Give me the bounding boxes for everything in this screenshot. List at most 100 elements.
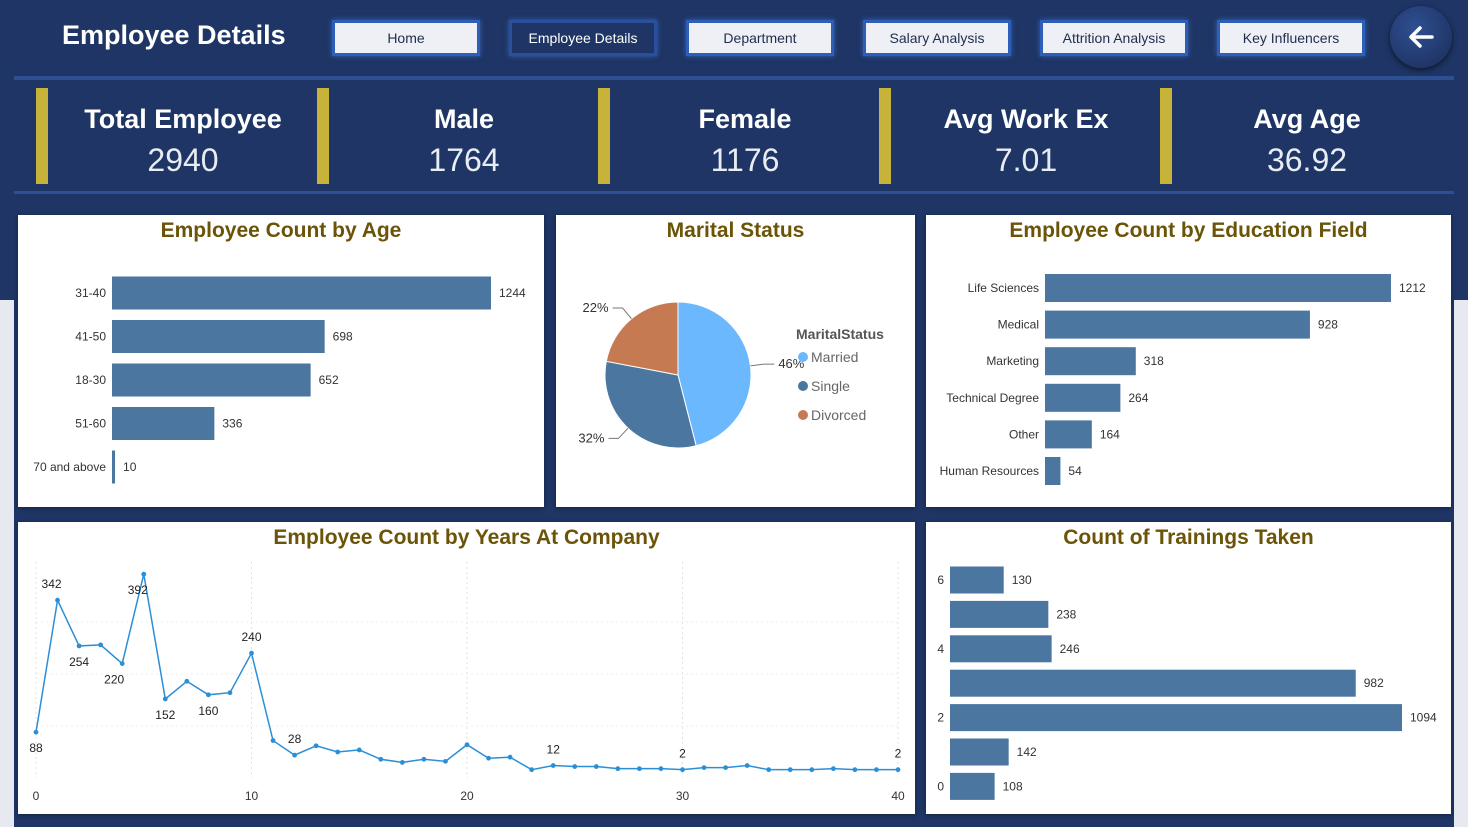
chart-title: Employee Count by Years At Company bbox=[273, 526, 660, 549]
data-point bbox=[55, 597, 60, 603]
bar bbox=[1045, 383, 1121, 412]
nav-home-button[interactable]: Home bbox=[332, 20, 480, 56]
data-point bbox=[421, 756, 427, 762]
back-button[interactable] bbox=[1390, 6, 1452, 68]
data-label: 238 bbox=[1056, 607, 1076, 621]
kpi-total-employee: Total Employee 2940 bbox=[36, 86, 306, 184]
data-label: 1094 bbox=[1410, 711, 1437, 725]
nav-employee-details-button[interactable]: Employee Details bbox=[509, 20, 657, 56]
data-point bbox=[766, 767, 772, 773]
data-label: 698 bbox=[333, 330, 353, 344]
pie-slice bbox=[604, 360, 697, 449]
kpi-label: Avg Work Ex bbox=[943, 104, 1109, 134]
years-at-company-panel: Employee Count by Years At Company 0 10 20… bbox=[18, 522, 915, 814]
category-label: 31-40 bbox=[75, 286, 106, 300]
data-point bbox=[486, 755, 491, 761]
data-point bbox=[335, 749, 341, 755]
category-label: Medical bbox=[998, 318, 1039, 332]
bar bbox=[1045, 310, 1310, 339]
bar bbox=[112, 407, 215, 440]
bar bbox=[950, 738, 1009, 766]
education-chart-panel: Employee Count by Education Field Life S… bbox=[926, 215, 1451, 507]
bar bbox=[950, 669, 1356, 697]
bar bbox=[112, 276, 491, 310]
category-label: 51-60 bbox=[75, 417, 106, 431]
legend-marker bbox=[798, 381, 808, 391]
nav-attrition-analysis-button[interactable]: Attrition Analysis bbox=[1040, 20, 1188, 56]
data-point bbox=[507, 754, 513, 760]
point-label: 12 bbox=[547, 743, 561, 757]
bar bbox=[112, 363, 311, 397]
bar bbox=[950, 566, 1004, 594]
kpi-avg-age: Avg Age 36.92 bbox=[1160, 86, 1430, 184]
nav-salary-analysis-button[interactable]: Salary Analysis bbox=[863, 20, 1011, 56]
kpi-accent-bar bbox=[598, 88, 610, 184]
point-label: 88 bbox=[29, 741, 43, 755]
bar bbox=[1045, 420, 1092, 449]
data-point bbox=[443, 758, 448, 764]
x-tick-label: 10 bbox=[245, 789, 259, 803]
kpi-accent-bar bbox=[36, 88, 48, 184]
kpi-accent-bar bbox=[317, 88, 329, 184]
kpi-label: Male bbox=[433, 104, 495, 134]
legend-label: Divorced bbox=[811, 407, 866, 423]
kpi-male: Male 1764 bbox=[317, 86, 587, 184]
data-point bbox=[787, 767, 793, 773]
data-label: 108 bbox=[1003, 779, 1023, 793]
category-label: 6 bbox=[937, 573, 944, 587]
data-point bbox=[33, 729, 39, 735]
point-label: 2 bbox=[679, 747, 686, 761]
kpi-accent-bar bbox=[879, 88, 891, 184]
bar bbox=[1045, 457, 1061, 485]
data-point bbox=[572, 764, 578, 769]
data-point bbox=[184, 678, 190, 684]
point-label: 2 bbox=[895, 747, 902, 761]
data-point bbox=[270, 738, 276, 743]
x-tick-label: 20 bbox=[460, 789, 474, 803]
trainings-bar-chart: 6 130 238 4 246 982 2 1094 142 0 108 bbox=[937, 566, 1437, 800]
legend-marker bbox=[798, 352, 808, 362]
data-point bbox=[356, 747, 362, 753]
data-point bbox=[744, 763, 750, 768]
data-point bbox=[895, 767, 901, 773]
data-label: 652 bbox=[319, 373, 339, 387]
data-point bbox=[292, 752, 297, 758]
data-label: 264 bbox=[1128, 391, 1148, 405]
chart-title: Marital Status bbox=[666, 219, 805, 242]
point-label: 28 bbox=[288, 732, 302, 746]
data-point bbox=[615, 766, 621, 772]
data-label: 318 bbox=[1144, 354, 1164, 368]
data-label: 246 bbox=[1060, 642, 1080, 656]
point-label: 240 bbox=[241, 630, 261, 644]
category-label: Other bbox=[1009, 427, 1039, 441]
x-tick-label: 40 bbox=[891, 789, 905, 803]
data-point bbox=[227, 690, 233, 696]
category-label: Human Resources bbox=[940, 464, 1039, 478]
chart-title: Employee Count by Age bbox=[160, 219, 402, 242]
kpi-value: 7.01 bbox=[994, 142, 1058, 178]
kpi-label: Total Employee bbox=[84, 104, 282, 134]
category-label: 4 bbox=[937, 642, 944, 656]
kpi-band bbox=[14, 76, 1454, 194]
nav-key-influencers-button[interactable]: Key Influencers bbox=[1217, 20, 1365, 56]
data-point bbox=[593, 764, 599, 769]
data-label: 54 bbox=[1068, 464, 1082, 478]
data-point bbox=[399, 760, 405, 765]
data-point bbox=[701, 765, 707, 770]
bar bbox=[112, 450, 116, 484]
marital-status-panel: Marital Status 46% 32% 22% MaritalStatus Mar… bbox=[556, 215, 915, 507]
chart-title: Employee Count by Education Field bbox=[1009, 219, 1368, 242]
data-point bbox=[141, 571, 147, 577]
kpi-avg-work-ex: Avg Work Ex 7.01 bbox=[879, 86, 1149, 184]
data-point bbox=[830, 766, 836, 772]
point-label: 254 bbox=[69, 655, 89, 669]
data-point bbox=[313, 743, 319, 749]
point-label: 220 bbox=[104, 673, 124, 687]
category-label: 70 and above bbox=[33, 460, 106, 474]
arrow-left-icon bbox=[1409, 26, 1434, 48]
data-point bbox=[550, 763, 556, 768]
bar bbox=[950, 772, 995, 800]
nav-department-button[interactable]: Department bbox=[686, 20, 834, 56]
data-point bbox=[658, 766, 664, 772]
legend-title: MaritalStatus bbox=[796, 326, 884, 342]
